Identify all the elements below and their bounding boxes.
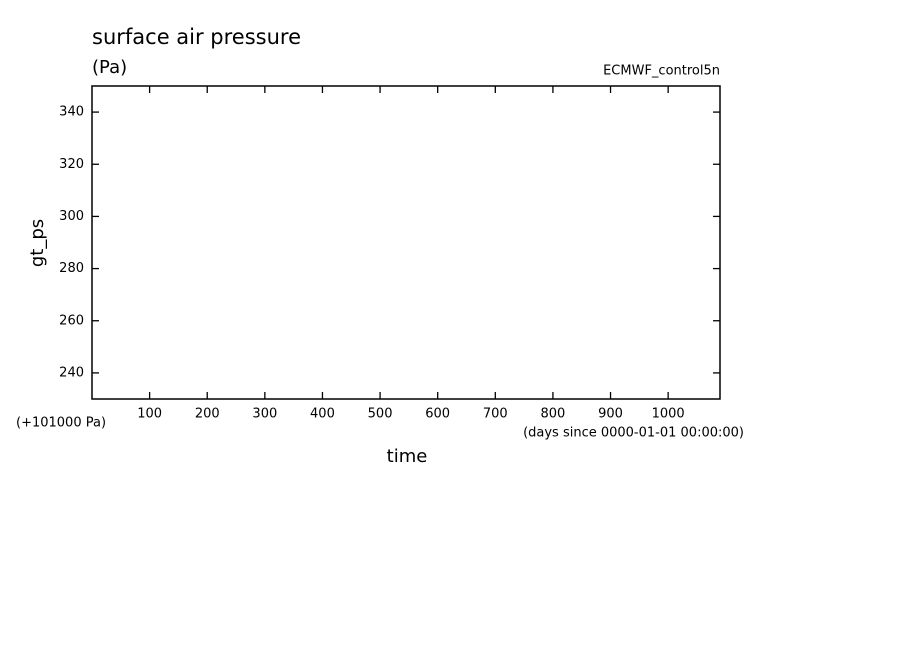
x-tick-label: 200 xyxy=(195,407,220,422)
y-offset: (+101000 Pa) xyxy=(16,416,106,431)
plot-frame xyxy=(91,85,721,400)
x-tick-label: 800 xyxy=(541,407,566,422)
y-tick-label: 240 xyxy=(59,365,84,380)
chart-title: surface air pressure xyxy=(92,25,301,49)
x-tick-label: 1000 xyxy=(652,407,685,422)
x-axis-label: time xyxy=(387,446,428,467)
y-tick-label: 320 xyxy=(59,157,84,172)
x-units: (days since 0000-01-01 00:00:00) xyxy=(523,426,744,441)
x-tick-label: 700 xyxy=(483,407,508,422)
y-tick-label: 300 xyxy=(59,209,84,224)
y-tick-label: 260 xyxy=(59,313,84,328)
x-tick-label: 400 xyxy=(310,407,335,422)
x-tick-label: 600 xyxy=(425,407,450,422)
y-tick-label: 340 xyxy=(59,105,84,120)
x-tick-label: 900 xyxy=(598,407,623,422)
x-tick-label: 300 xyxy=(252,407,277,422)
subtitle: (Pa) xyxy=(92,57,127,78)
x-tick-label: 500 xyxy=(368,407,393,422)
x-tick-label: 100 xyxy=(137,407,162,422)
y-tick-label: 280 xyxy=(59,261,84,276)
annotation: ECMWF_control5n xyxy=(603,64,720,79)
y-axis-label: gt_ps xyxy=(27,219,48,267)
